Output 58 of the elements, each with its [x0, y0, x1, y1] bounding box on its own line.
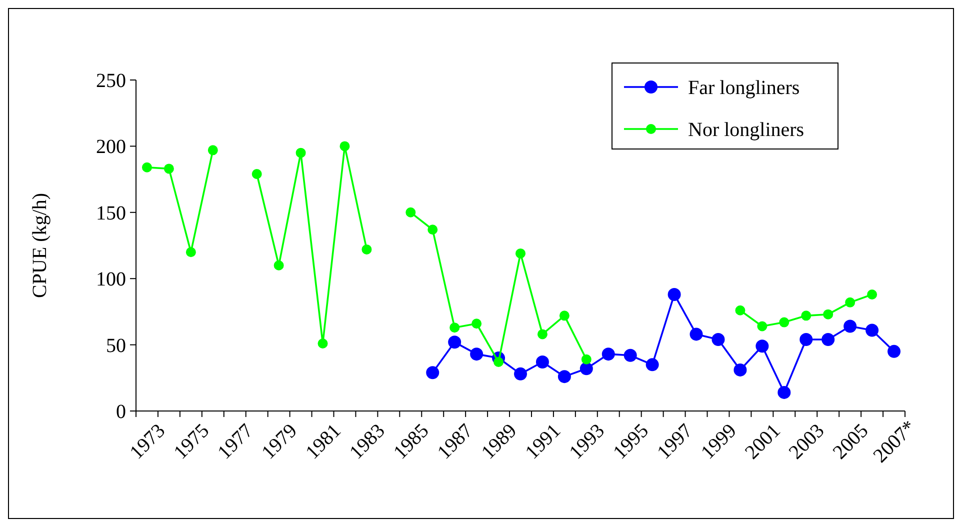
point	[274, 260, 284, 270]
point	[428, 224, 438, 235]
y-tick-label: 200	[96, 136, 126, 158]
x-tick-label: 1981	[302, 420, 346, 464]
point	[558, 370, 571, 384]
y-tick-label: 100	[96, 268, 126, 291]
point	[823, 309, 834, 320]
y-tick-label: 0	[116, 401, 126, 423]
point	[494, 357, 504, 368]
point	[581, 354, 592, 364]
point	[318, 338, 328, 348]
point	[866, 324, 879, 337]
y-tick-label: 50	[106, 334, 126, 357]
point	[559, 310, 570, 321]
point	[340, 141, 350, 152]
y-tick-label: 250	[96, 70, 126, 92]
point	[362, 244, 372, 254]
point	[845, 297, 856, 308]
point	[536, 356, 549, 369]
point	[712, 333, 725, 346]
y-axis-title: CPUE (kg/h)	[29, 193, 51, 298]
point	[186, 247, 196, 258]
point	[801, 310, 812, 321]
point	[756, 340, 769, 353]
point	[690, 328, 703, 341]
point	[646, 358, 659, 372]
point	[779, 317, 790, 328]
point	[448, 336, 462, 349]
point	[822, 333, 835, 346]
point	[757, 321, 768, 332]
point	[800, 333, 813, 346]
point	[537, 329, 548, 340]
point	[602, 348, 615, 361]
point	[668, 288, 681, 301]
point	[888, 344, 901, 358]
point	[624, 348, 637, 362]
point	[844, 320, 857, 333]
point	[296, 148, 306, 158]
legend-label: Far longliners	[688, 77, 800, 99]
point	[426, 366, 440, 380]
y-tick-label: 150	[96, 202, 126, 224]
legend-label: Nor longliners	[688, 119, 804, 141]
point	[778, 386, 791, 399]
point	[867, 289, 878, 300]
point	[142, 162, 152, 172]
point	[252, 169, 262, 180]
point	[164, 164, 174, 174]
point	[516, 248, 526, 258]
x-tick-label: 1991	[521, 420, 566, 464]
point	[735, 305, 746, 316]
point	[580, 362, 593, 376]
point	[470, 348, 484, 361]
point	[514, 367, 527, 380]
point	[406, 207, 416, 218]
point	[472, 318, 482, 329]
point	[208, 145, 218, 156]
point	[734, 363, 747, 376]
point	[450, 322, 460, 333]
